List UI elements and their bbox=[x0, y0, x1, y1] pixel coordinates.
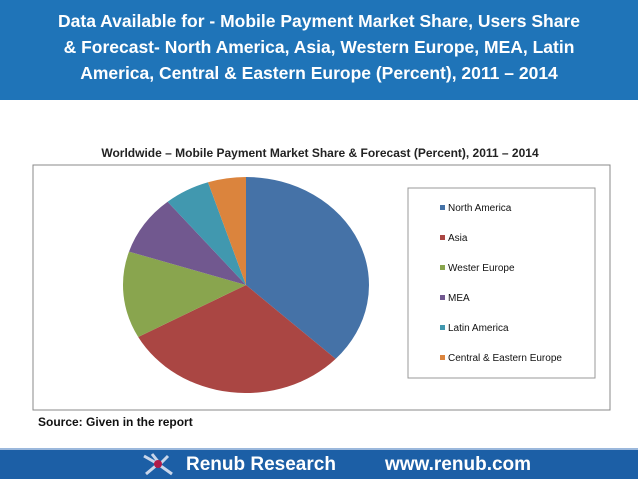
legend-swatch bbox=[440, 265, 445, 270]
chart-title: Worldwide – Mobile Payment Market Share … bbox=[101, 146, 539, 160]
legend-label: Wester Europe bbox=[448, 263, 515, 274]
website: www.renub.com bbox=[385, 454, 532, 475]
legend-swatch bbox=[440, 325, 445, 330]
title-line: America, Central & Eastern Europe (Perce… bbox=[80, 63, 558, 83]
title-line: Data Available for - Mobile Payment Mark… bbox=[58, 11, 580, 31]
footer: Renub Research www.renub.com bbox=[0, 448, 638, 479]
company: Renub Research bbox=[186, 454, 336, 475]
legend-box bbox=[407, 187, 596, 379]
pie-slice bbox=[207, 177, 246, 285]
pie-slice bbox=[167, 182, 246, 285]
legend-swatch bbox=[440, 205, 445, 210]
legend-swatch bbox=[440, 355, 445, 360]
legend-label: Central & Eastern Europe bbox=[448, 353, 562, 364]
pie-slice bbox=[246, 177, 369, 359]
chart: Worldwide – Mobile Payment Market Share … bbox=[32, 146, 611, 429]
legend-label: Asia bbox=[448, 233, 468, 244]
legend-label: North America bbox=[448, 203, 512, 214]
title-line: & Forecast- North America, Asia, Western… bbox=[63, 37, 575, 57]
pie-slice bbox=[129, 201, 246, 285]
logo bbox=[143, 453, 173, 476]
pie-slice bbox=[123, 251, 246, 338]
legend-swatch bbox=[440, 235, 445, 240]
legend-label: Latin America bbox=[448, 323, 509, 334]
legend-label: MEA bbox=[448, 293, 470, 304]
plot-border bbox=[32, 164, 611, 411]
header: Data Available for - Mobile Payment Mark… bbox=[0, 0, 638, 100]
legend-swatch bbox=[440, 295, 445, 300]
pie-slice bbox=[138, 285, 336, 393]
source: Source: Given in the report bbox=[38, 415, 193, 429]
